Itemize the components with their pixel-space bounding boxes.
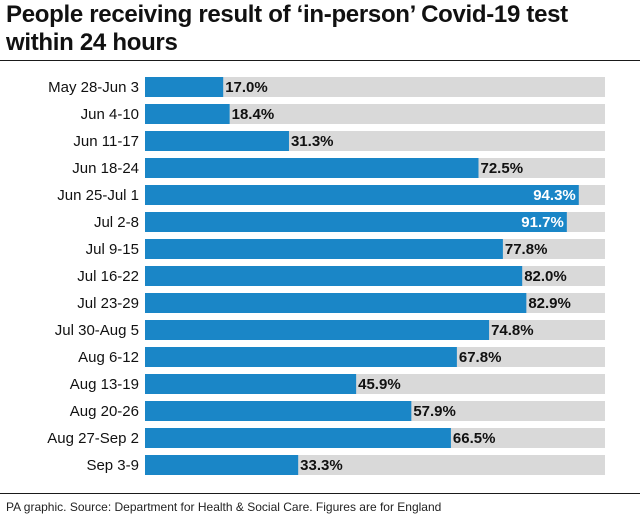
category-label: Aug 13-19 [70, 376, 139, 393]
value-label: 31.3% [291, 133, 334, 150]
bar [145, 239, 503, 259]
bar [145, 77, 224, 97]
value-label: 91.7% [521, 214, 564, 231]
value-label: 82.9% [528, 295, 571, 312]
bar-track [145, 104, 605, 124]
value-label: 94.3% [533, 187, 576, 204]
value-label: 82.0% [524, 268, 567, 285]
category-label: Jul 23-29 [77, 295, 139, 312]
category-label: Jul 2-8 [94, 214, 139, 231]
category-label: Aug 20-26 [70, 403, 139, 420]
bar [145, 158, 479, 178]
category-label: Aug 6-12 [78, 349, 139, 366]
bar [145, 428, 451, 448]
bar [145, 185, 579, 205]
category-label: May 28-Jun 3 [48, 79, 139, 96]
bar [145, 266, 523, 286]
value-label: 33.3% [300, 457, 343, 474]
value-label: 67.8% [459, 349, 502, 366]
value-label: 77.8% [505, 241, 548, 258]
bar [145, 212, 567, 232]
bar [145, 320, 490, 340]
value-label: 17.0% [225, 79, 268, 96]
bar [145, 347, 457, 367]
bar [145, 455, 299, 475]
category-label: Jun 18-24 [72, 160, 139, 177]
value-label: 18.4% [232, 106, 275, 123]
value-label: 45.9% [358, 376, 401, 393]
footer-divider [0, 493, 640, 494]
value-label: 74.8% [491, 322, 534, 339]
value-label: 57.9% [413, 403, 456, 420]
category-label: Jun 25-Jul 1 [57, 187, 139, 204]
chart-title: People receiving result of ‘in-person’ C… [6, 1, 568, 56]
bar [145, 374, 357, 394]
category-label: Jul 30-Aug 5 [55, 322, 139, 339]
source-note: PA graphic. Source: Department for Healt… [6, 500, 442, 514]
title-divider [0, 60, 640, 61]
category-label: Jun 4-10 [81, 106, 139, 123]
category-label: Jul 9-15 [86, 241, 139, 258]
category-label: Sep 3-9 [86, 457, 139, 474]
bar [145, 401, 412, 421]
bar [145, 104, 230, 124]
bar [145, 293, 527, 313]
bar [145, 131, 289, 151]
category-label: Jul 16-22 [77, 268, 139, 285]
value-label: 72.5% [481, 160, 524, 177]
value-label: 66.5% [453, 430, 496, 447]
category-label: Aug 27-Sep 2 [47, 430, 139, 447]
category-label: Jun 11-17 [73, 133, 139, 150]
bar-track [145, 77, 605, 97]
